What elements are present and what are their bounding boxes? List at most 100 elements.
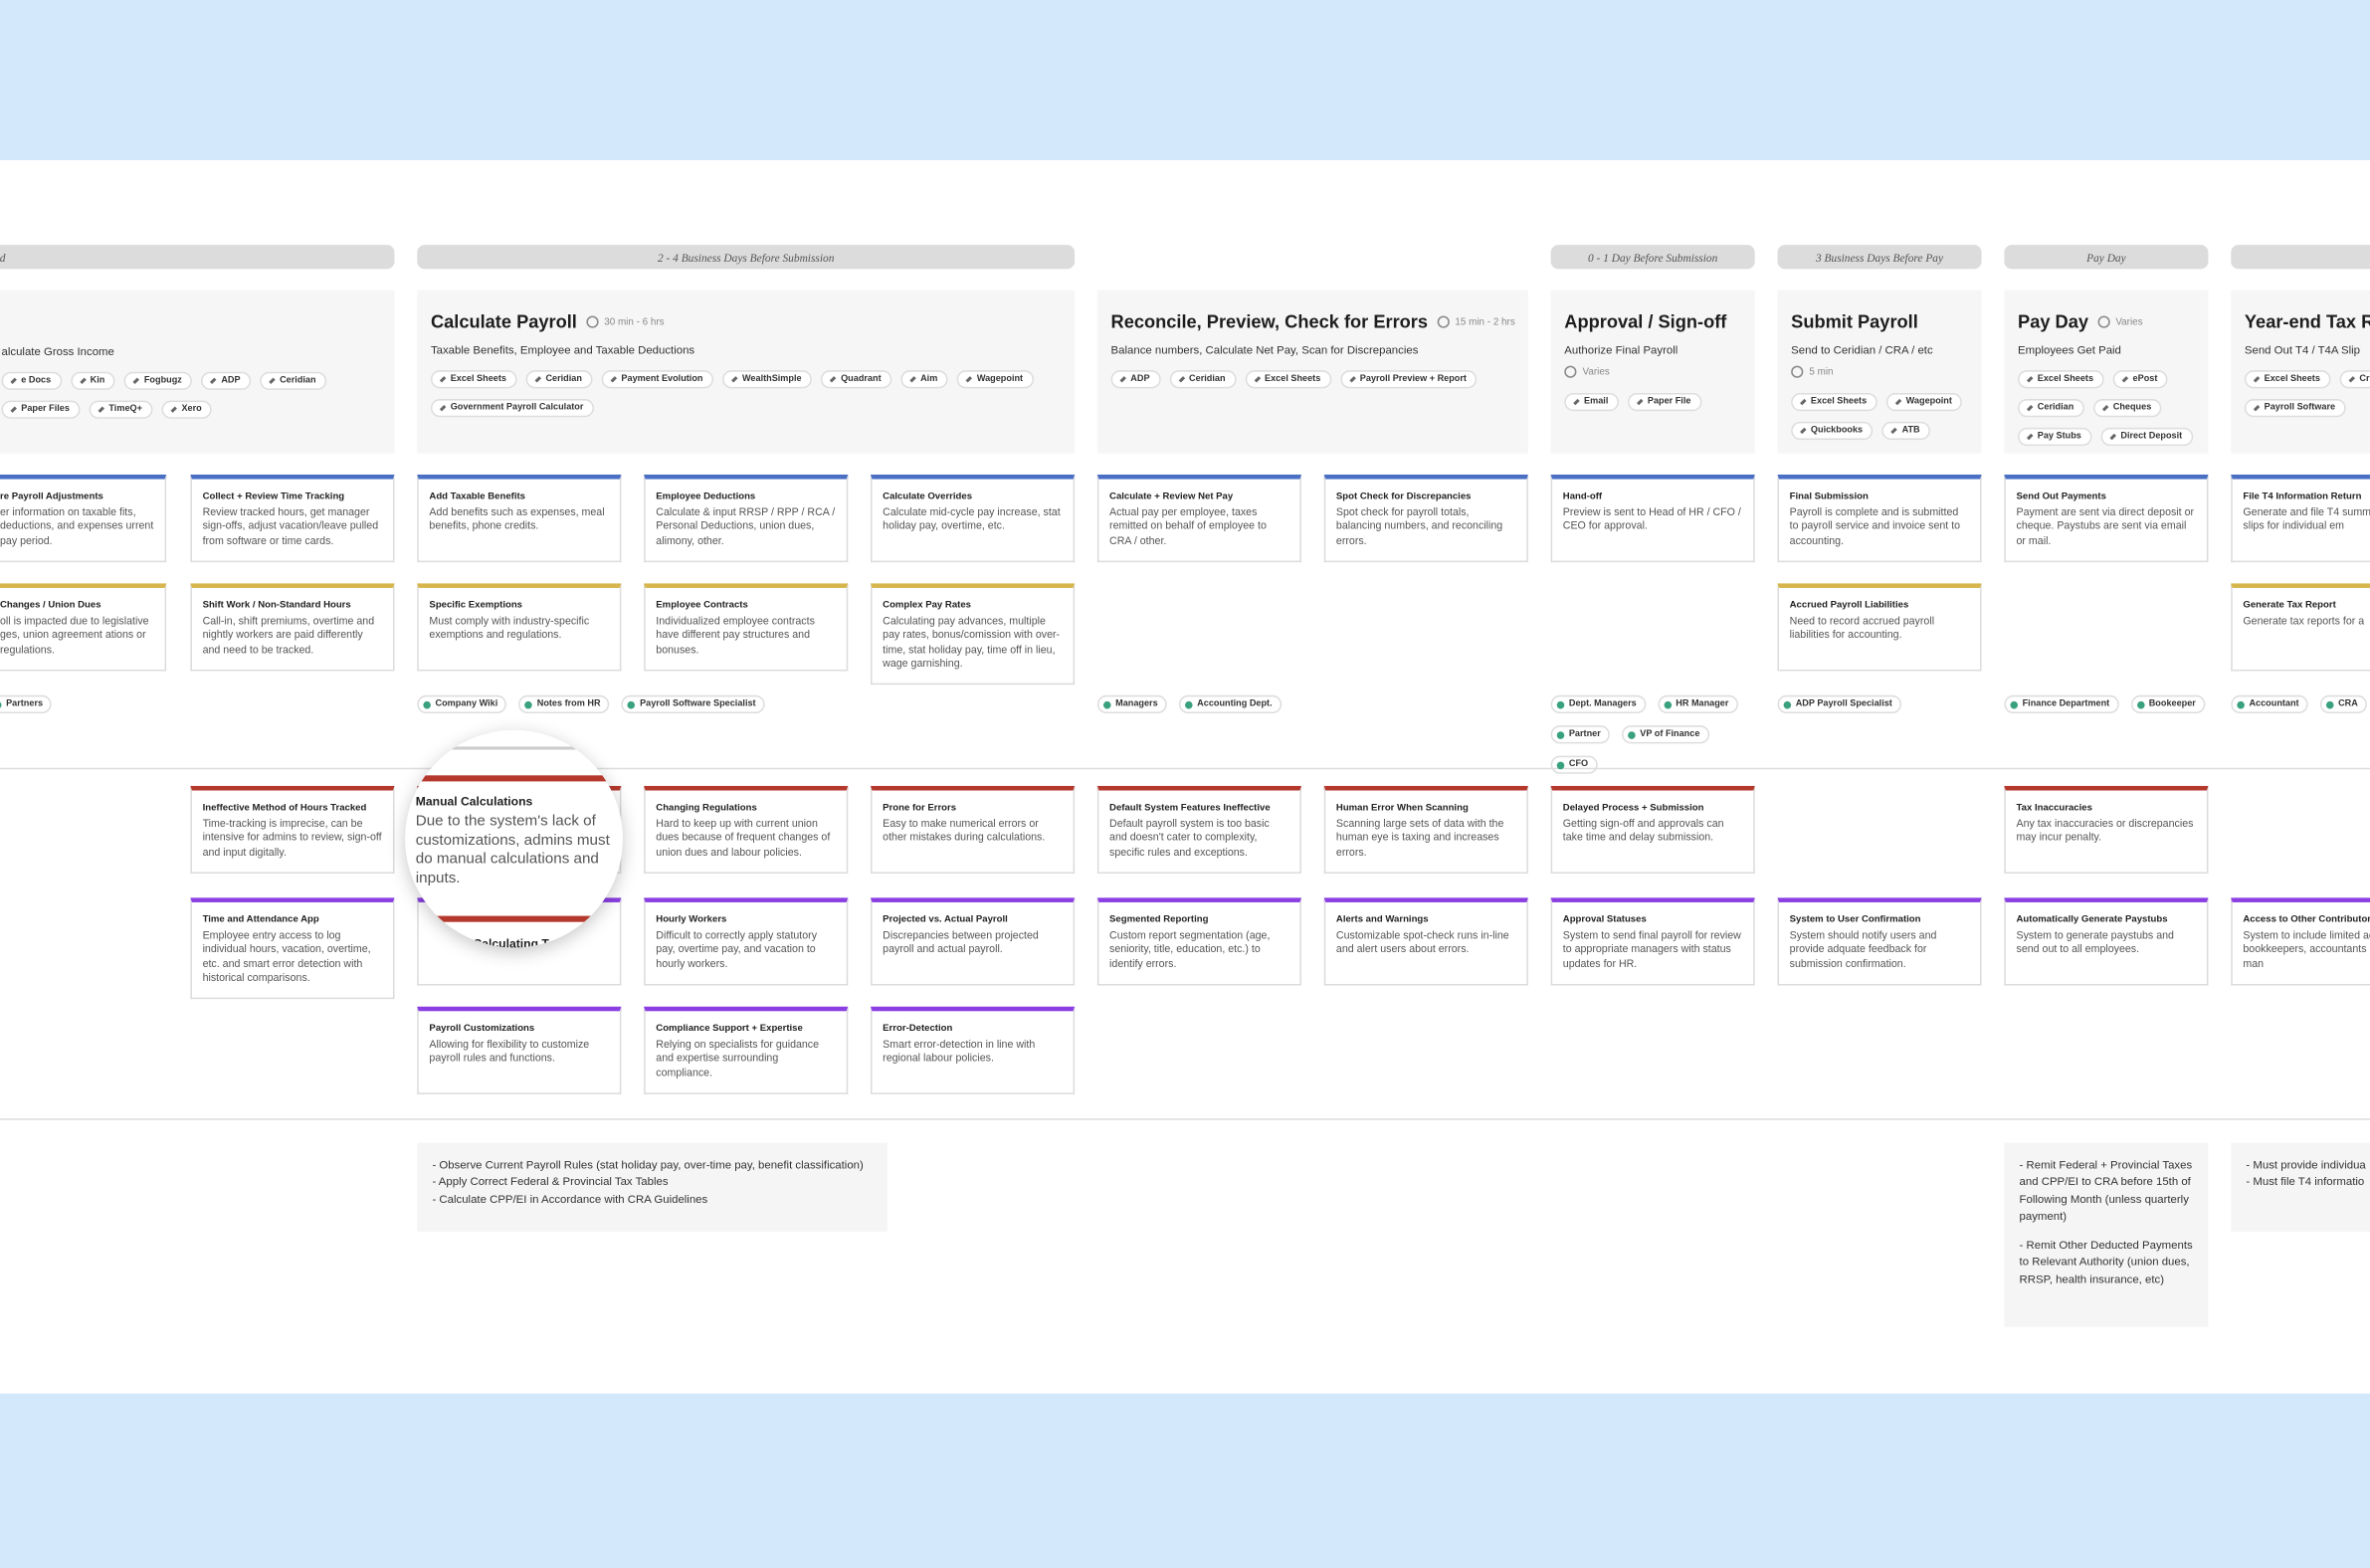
tool-list: Excel Sheets Cr Payroll Software bbox=[2244, 370, 2370, 418]
card-title: Changing Regulations bbox=[656, 802, 757, 814]
step-card: Calculate Overrides Calculate mid-cycle p… bbox=[871, 475, 1076, 563]
card-text: Discrepancies between projected payroll … bbox=[883, 930, 1039, 956]
card-title: Time and Attendance App bbox=[202, 914, 319, 925]
card-title: Specific Exemptions bbox=[429, 600, 523, 611]
card-title: Calculate + Review Net Pay bbox=[1109, 490, 1234, 502]
card-title: Changes / Union Dues bbox=[0, 600, 101, 611]
card-text: Employee entry access to log individual … bbox=[202, 930, 371, 985]
card-title: Segmented Reporting bbox=[1109, 914, 1209, 925]
tool-tag: Excel Sheets bbox=[1245, 370, 1331, 389]
journey-map: iod 2 - 4 Business Days Before Submission… bbox=[0, 160, 2370, 1394]
step-card: Collect + Review Time Tracking Review tra… bbox=[190, 475, 395, 563]
card-title: Alerts and Warnings bbox=[1335, 914, 1429, 925]
phase-bar bbox=[2231, 245, 2370, 270]
step-card: Spot Check for Discrepancies Spot check f… bbox=[1323, 475, 1528, 563]
duration: 5 min bbox=[1791, 366, 1968, 378]
opportunitie-card: Compliance Support + Expertise Relying on… bbox=[644, 1006, 849, 1094]
step-card: Send Out Payments Payment are sent via di… bbox=[2004, 475, 2209, 563]
pain-card: Default System Features Ineffective Defau… bbox=[1096, 785, 1301, 875]
card-title: Send Out Payments bbox=[2016, 490, 2106, 502]
card-text: System should notify users and provide a… bbox=[1789, 930, 1937, 971]
card-title: Human Error When Scanning bbox=[1335, 802, 1469, 814]
opportunitie-card: Error-Detection Smart error-detection in … bbox=[871, 1006, 1076, 1094]
opportunitie-card: Payroll Customizations Allowing for flexi… bbox=[417, 1006, 622, 1094]
card-title: Employee Contracts bbox=[656, 600, 748, 611]
person-tag: Payroll Software Specialist bbox=[621, 694, 765, 714]
stage-title: Reconcile, Preview, Check for Errors bbox=[1110, 310, 1429, 333]
tool-tag: Payroll Preview + Report bbox=[1340, 370, 1478, 389]
person-tag: Partners bbox=[0, 694, 53, 714]
card-text: Getting sign-off and approvals can take … bbox=[1562, 819, 1724, 845]
stage-title: Year-end Tax Re bbox=[2244, 310, 2370, 333]
card-text: er information on taxable fits, deductio… bbox=[0, 507, 154, 547]
tool-tag: Ceridian bbox=[525, 370, 593, 389]
card-title: Hourly Workers bbox=[656, 914, 727, 925]
card-text: Calculating pay advances, multiple pay r… bbox=[883, 616, 1061, 671]
card-title: File T4 Information Return bbox=[2243, 490, 2362, 502]
person-tag: VP of Finance bbox=[1622, 725, 1709, 744]
tool-tag: Quadrant bbox=[821, 370, 892, 389]
card-title: Generate Tax Report bbox=[2243, 600, 2336, 611]
card-text: System to send final payroll for review … bbox=[1562, 930, 1741, 971]
card-title: Error-Detection bbox=[883, 1023, 953, 1035]
title-row: Submit Payroll bbox=[1791, 308, 1968, 335]
tool-tag: Payroll Software bbox=[2244, 399, 2346, 418]
tool-tag: Government Payroll Calculator bbox=[430, 399, 595, 418]
card-text: Default payroll system is too basic and … bbox=[1109, 819, 1270, 859]
card-text: Easy to make numerical errors or other m… bbox=[883, 819, 1046, 845]
tool-tag: Cheques bbox=[2093, 399, 2162, 418]
step-card: Employee Deductions Calculate & input RRS… bbox=[644, 475, 849, 563]
card-text: Due to the system's lack of customizatio… bbox=[415, 813, 610, 886]
step-card: Specific Exemptions Must comply with indu… bbox=[417, 583, 622, 672]
step-card: Shift Work / Non-Standard Hours Call-in, … bbox=[190, 583, 395, 672]
note-line: - Calculate CPP/EI in Accordance with CR… bbox=[432, 1191, 708, 1206]
card-text: Customizable spot-check runs in-line and… bbox=[1335, 930, 1509, 956]
tool-tag: Paper File bbox=[1628, 392, 1702, 412]
card-title: Complex Pay Rates bbox=[883, 600, 971, 611]
tool-tag: TimeQ+ bbox=[89, 400, 153, 419]
person-tag: Managers bbox=[1096, 694, 1167, 714]
pain-card: Human Error When Scanning Scanning large … bbox=[1323, 785, 1528, 875]
step-card: Accrued Payroll Liabilities Need to recor… bbox=[1777, 583, 1982, 672]
stage-header: Approval / Sign-off Authorize Final Payro… bbox=[1550, 290, 1755, 454]
card-text: Preview is sent to Head of HR / CFO / CE… bbox=[1562, 507, 1741, 533]
stage-header: Year-end Tax Re Send Out T4 / T4A Slip Exc… bbox=[2231, 290, 2370, 454]
duration: Varies bbox=[1564, 366, 1741, 378]
card-text: Payroll is complete and is submitted to … bbox=[1789, 507, 1961, 547]
tool-tag: Email bbox=[1564, 392, 1620, 412]
card-text: Call-in, shift premiums, overtime and ni… bbox=[202, 616, 375, 657]
stage-subtitle: Balance numbers, Calculate Net Pay, Scan… bbox=[1110, 342, 1419, 357]
card-title: Default System Features Ineffective bbox=[1109, 802, 1271, 814]
tool-tag: Paper Files bbox=[1, 400, 81, 419]
note-line: - Remit Other Deducted Payments to Relev… bbox=[2019, 1238, 2193, 1286]
card-title: Employee Deductions bbox=[656, 490, 756, 502]
magnified-line bbox=[438, 746, 582, 750]
card-title: re Payroll Adjustments bbox=[0, 490, 103, 502]
card-title: Add Taxable Benefits bbox=[429, 490, 526, 502]
person-tag: Partner bbox=[1550, 725, 1610, 744]
opportunitie-card: Automatically Generate Paystubs System to… bbox=[2004, 897, 2209, 986]
tool-tag: Quickbooks bbox=[1791, 421, 1874, 441]
stage-subtitle: Taxable Benefits, Employee and Taxable D… bbox=[430, 342, 695, 357]
people-list: Partners bbox=[0, 694, 394, 714]
card-title: Collect + Review Time Tracking bbox=[202, 490, 345, 502]
card-title: Tax Inaccuracies bbox=[2016, 802, 2092, 814]
card-text: Must comply with industry-specific exemp… bbox=[429, 616, 590, 642]
person-tag: Accountant bbox=[2231, 694, 2308, 714]
people-list: Company Wiki Notes from HR Payroll Softwar… bbox=[417, 694, 1075, 714]
pain-card: Delayed Process + Submission Getting sign… bbox=[1550, 785, 1755, 875]
tool-tag: Ceridian bbox=[260, 371, 327, 390]
card-text: System to generate paystubs and send out… bbox=[2016, 930, 2174, 956]
tool-tag: Payment Evolution bbox=[601, 370, 714, 389]
stage-header: Pay Day Varies Employees Get Paid Excel She… bbox=[2004, 290, 2209, 454]
tool-tag: ATB bbox=[1881, 421, 1931, 441]
step-card: Add Taxable Benefits Add benefits such as… bbox=[417, 475, 622, 563]
card-text: Generate and file T4 summary T4 slips fo… bbox=[2243, 507, 2370, 533]
card-text: Any tax inaccuracies or discrepancies ma… bbox=[2016, 819, 2194, 845]
notes: - Observe Current Payroll Rules (stat ho… bbox=[417, 1142, 888, 1233]
tool-tag: Pay Stubs bbox=[2018, 427, 2092, 447]
card-title: System to User Confirmation bbox=[1789, 914, 1921, 925]
tool-tag: Xero bbox=[161, 400, 213, 419]
card-title: Compliance Support + Expertise bbox=[656, 1023, 803, 1035]
person-tag: Notes from HR bbox=[518, 694, 610, 714]
